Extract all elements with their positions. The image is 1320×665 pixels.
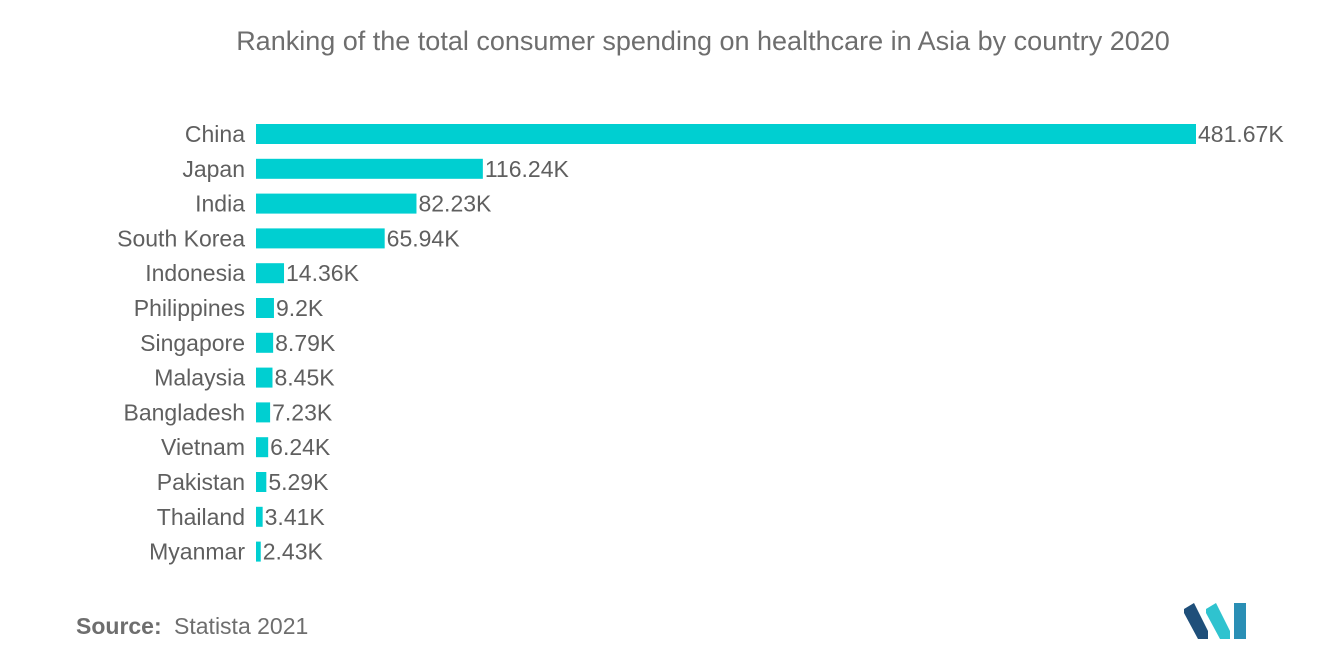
value-label: 2.43K <box>263 539 324 565</box>
bar <box>256 506 263 527</box>
category-label: Indonesia <box>145 260 245 286</box>
value-label: 7.23K <box>272 399 333 425</box>
category-label: Japan <box>182 156 245 182</box>
category-label: Vietnam <box>161 434 245 460</box>
bars-layer: China 481.67K Japan 116.24K India 82.23K South… <box>117 121 1284 565</box>
value-label: 14.36K <box>286 260 360 286</box>
category-label: South Korea <box>117 225 245 251</box>
bar <box>256 541 261 562</box>
value-label: 5.29K <box>268 469 329 495</box>
bar <box>256 298 274 318</box>
source-note: Source: Statista 2021 <box>76 613 308 640</box>
chart-title: Ranking of the total consumer spending o… <box>236 26 1170 56</box>
bar <box>256 332 274 353</box>
bar <box>256 367 273 388</box>
category-label: Bangladesh <box>124 399 246 425</box>
value-label: 65.94K <box>387 225 461 251</box>
mordor-intelligence-logo-icon <box>1184 603 1246 639</box>
value-label: 6.24K <box>270 434 331 460</box>
bar <box>256 158 483 179</box>
source-text: Statista 2021 <box>174 613 309 639</box>
bar <box>256 124 1196 144</box>
category-label: Pakistan <box>157 469 245 495</box>
value-label: 3.41K <box>265 504 326 530</box>
category-label: Malaysia <box>154 365 245 391</box>
logo-middle-shape <box>1206 603 1230 639</box>
bar <box>256 228 385 249</box>
value-label: 8.45K <box>274 365 335 391</box>
value-label: 82.23K <box>418 191 492 217</box>
category-label: Thailand <box>157 504 245 530</box>
category-label: Singapore <box>140 330 245 356</box>
bar <box>256 472 267 492</box>
category-label: China <box>185 121 245 147</box>
category-label: Philippines <box>134 295 245 321</box>
bar <box>256 263 285 284</box>
bar <box>256 437 269 458</box>
logo-right-shape <box>1234 603 1246 639</box>
value-label: 116.24K <box>485 156 570 182</box>
logo-left-shape <box>1184 603 1208 639</box>
category-label: India <box>195 191 245 217</box>
bar <box>256 402 271 423</box>
value-label: 8.79K <box>275 330 336 356</box>
bar <box>256 193 417 214</box>
category-label: Myanmar <box>149 539 245 565</box>
value-label: 481.67K <box>1198 121 1284 147</box>
source-label: Source: <box>76 613 162 639</box>
value-label: 9.2K <box>276 295 324 321</box>
